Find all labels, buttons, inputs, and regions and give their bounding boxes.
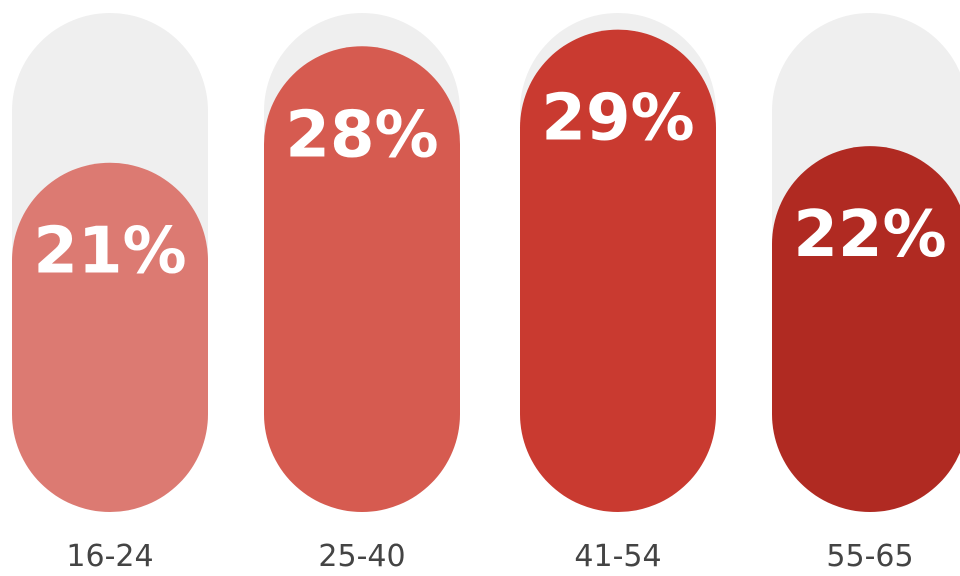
category-labels: 16-24 25-40 41-54 55-65 (66, 539, 913, 574)
category-label-16-24: 16-24 (66, 539, 153, 574)
bar-16-24 (12, 162, 208, 512)
value-label-41-54: 29% (541, 82, 694, 156)
bar-41-54 (520, 29, 716, 513)
value-labels: 21% 28% 29% 22% (33, 82, 946, 289)
bars (12, 29, 960, 513)
category-label-41-54: 41-54 (574, 539, 661, 574)
category-label-25-40: 25-40 (318, 539, 405, 574)
value-label-25-40: 28% (285, 98, 438, 172)
value-label-16-24: 21% (33, 215, 186, 289)
category-label-55-65: 55-65 (826, 539, 913, 574)
bar-25-40 (264, 46, 460, 513)
value-label-55-65: 22% (793, 198, 946, 272)
bar-55-65 (772, 146, 960, 512)
